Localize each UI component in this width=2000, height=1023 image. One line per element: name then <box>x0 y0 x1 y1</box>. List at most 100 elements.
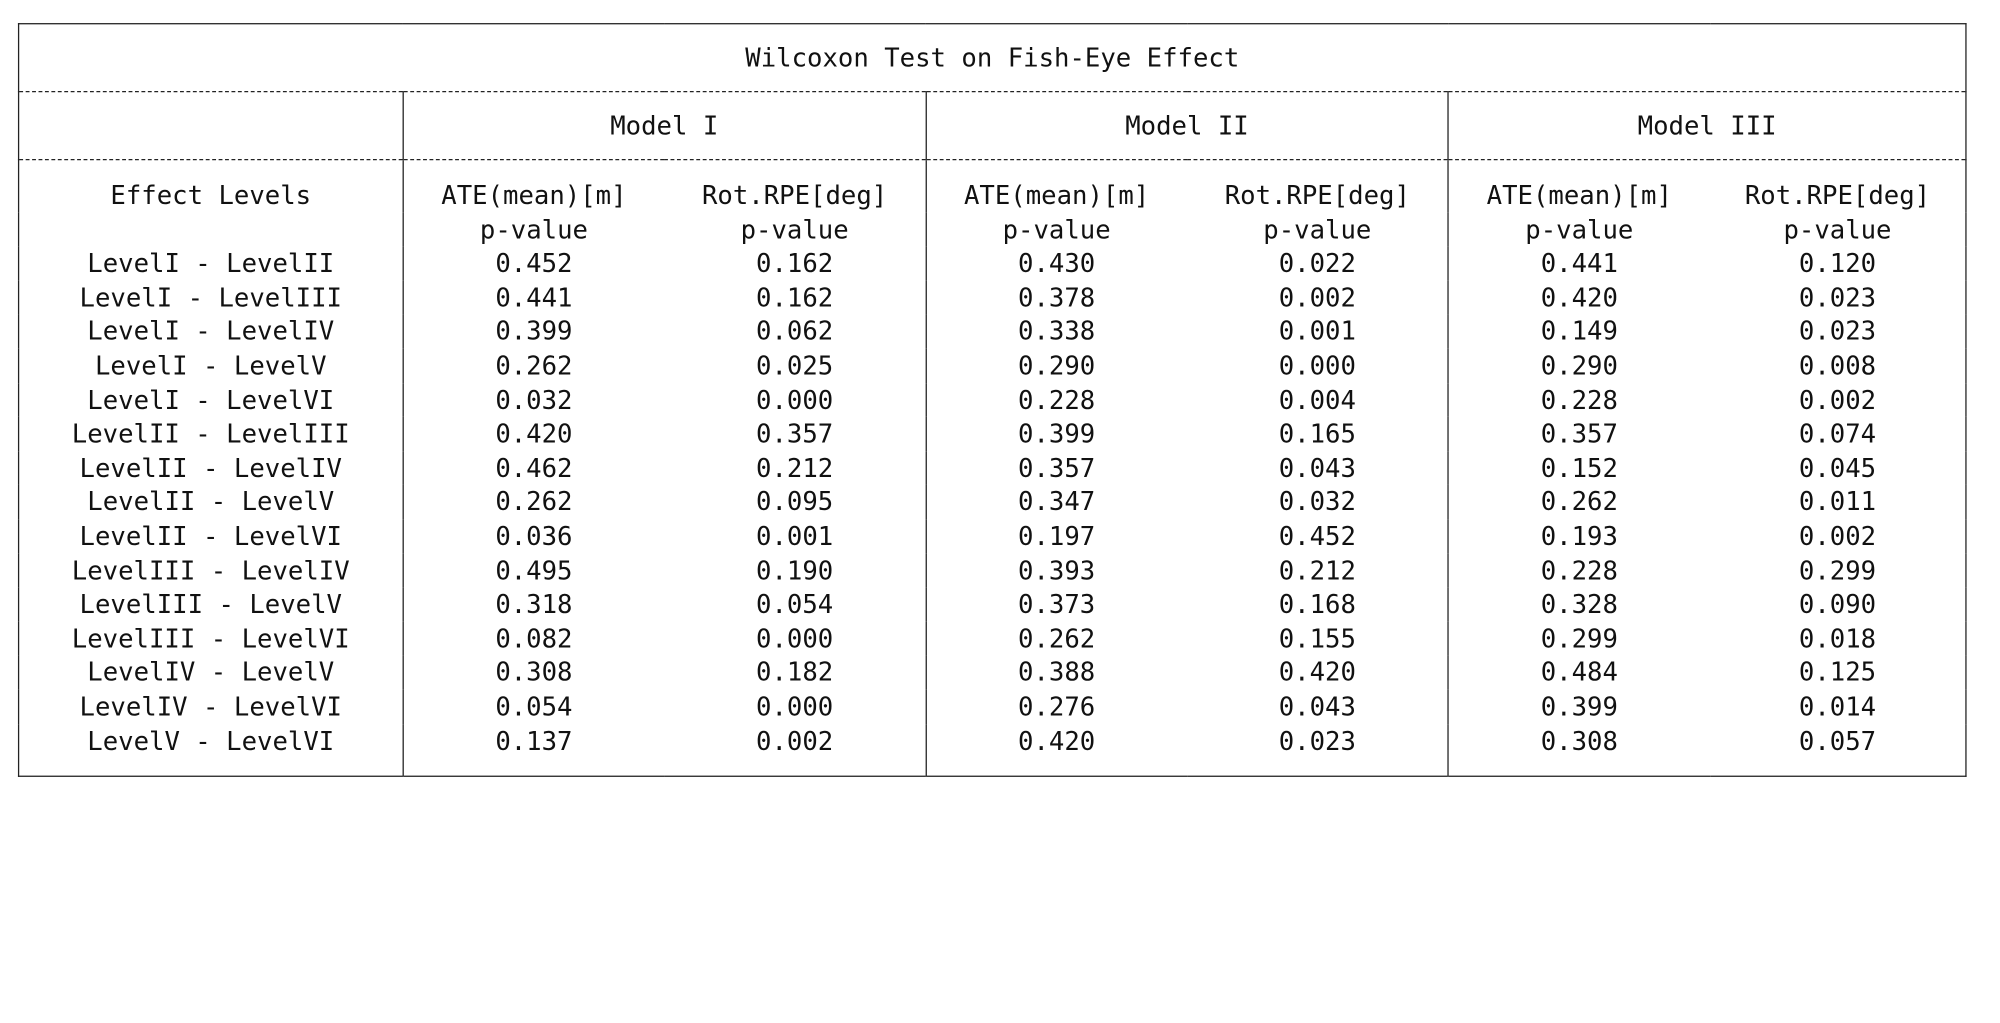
table-row: LevelI - LevelVI 0.032 0.000 0.228 0.004 0.22… <box>19 382 1966 417</box>
title-row: Wilcoxon Test on Fish-Eye Effect <box>19 24 1966 92</box>
table-row: LevelII - LevelVI 0.036 0.001 0.197 0.452 0.1… <box>19 519 1966 554</box>
p-value-cell: 0.347 <box>924 485 1187 520</box>
p-value-cell: 0.054 <box>402 689 665 724</box>
p-value-cell: 0.002 <box>1278 281 1356 313</box>
p-value-cell: 0.023 <box>1798 281 1877 313</box>
p-value-cell: 0.308 <box>402 655 665 690</box>
table-row: LevelV - LevelVI 0.137 0.002 0.420 0.023 0.30… <box>19 723 1966 777</box>
table-row: LevelIII - LevelVI 0.082 0.000 0.262 0.155 0.… <box>19 621 1966 656</box>
p-value-cell: 0.149 <box>1447 314 1710 349</box>
metric-header-ate: ATE(mean)[m] <box>402 158 665 213</box>
p-value-cell: 0.043 <box>1278 452 1356 483</box>
metric-header-rpe: Rot.RPE[deg] <box>1709 158 1966 213</box>
p-value-cell: 0.197 <box>924 519 1187 554</box>
p-value-cell: 0.441 <box>1447 246 1710 281</box>
model-header-1: Model I <box>402 91 926 160</box>
p-value-cell: 0.276 <box>924 689 1187 724</box>
p-value-cell: 0.000 <box>1278 349 1356 381</box>
p-value-cell: 0.212 <box>1278 554 1356 586</box>
p-value-cell: 0.299 <box>1798 554 1877 586</box>
p-value-cell: 0.262 <box>402 348 665 383</box>
row-label: LevelIV - LevelVI <box>79 690 342 722</box>
pvalue-header: p-value <box>1447 212 1710 247</box>
table-row: LevelII - LevelIII 0.420 0.357 0.399 0.165 0.… <box>19 416 1966 451</box>
p-value-cell: 0.090 <box>1798 588 1877 620</box>
row-label: LevelIII - LevelVI <box>71 622 350 654</box>
p-value-cell: 0.000 <box>756 622 834 654</box>
p-value-cell: 0.001 <box>756 520 834 552</box>
row-label: LevelII - LevelIII <box>71 418 350 449</box>
p-value-cell: 0.262 <box>402 485 665 520</box>
p-value-cell: 0.001 <box>1278 315 1356 347</box>
p-value-cell: 0.182 <box>756 656 834 688</box>
p-value-cell: 0.168 <box>1278 588 1356 620</box>
p-value-cell: 0.399 <box>402 314 665 349</box>
pvalue-header: p-value <box>924 212 1187 247</box>
p-value-cell: 0.299 <box>1447 621 1710 656</box>
p-value-cell: 0.420 <box>1447 280 1710 315</box>
table-row: LevelI - LevelII 0.452 0.162 0.430 0.022 0.44… <box>19 246 1966 281</box>
p-value-cell: 0.155 <box>1278 622 1356 654</box>
p-value-cell: 0.193 <box>1447 519 1710 554</box>
p-value-cell: 0.328 <box>1447 587 1710 622</box>
row-label: LevelV - LevelVI <box>87 724 335 756</box>
effect-levels-header: Effect Levels <box>18 158 403 213</box>
p-value-cell: 0.162 <box>756 281 834 313</box>
row-label: LevelII - LevelV <box>87 486 335 518</box>
p-value-cell: 0.002 <box>756 724 834 756</box>
row-label: LevelI - LevelIII <box>79 281 342 313</box>
p-value-cell: 0.420 <box>924 723 1187 777</box>
p-value-cell: 0.014 <box>1798 690 1877 722</box>
p-value-cell: 0.011 <box>1798 486 1877 518</box>
p-value-cell: 0.338 <box>924 314 1187 349</box>
p-value-cell: 0.290 <box>1447 348 1710 383</box>
pvalue-header: p-value <box>740 213 849 245</box>
model-header-2: Model II <box>924 91 1449 160</box>
table-row: LevelII - LevelIV 0.462 0.212 0.357 0.043 0.1… <box>19 450 1966 486</box>
p-value-cell: 0.228 <box>1447 553 1710 588</box>
p-value-cell: 0.018 <box>1798 622 1877 654</box>
p-value-cell: 0.062 <box>756 315 834 347</box>
p-value-cell: 0.023 <box>1798 315 1877 347</box>
table-row: LevelI - LevelIII 0.441 0.162 0.378 0.002 0.4… <box>19 280 1966 315</box>
table-row: LevelII - LevelV 0.262 0.095 0.347 0.032 0.26… <box>19 485 1966 520</box>
row-label: LevelIII - LevelV <box>79 588 342 620</box>
p-value-cell: 0.045 <box>1798 452 1877 483</box>
p-value-cell: 0.452 <box>1278 520 1356 552</box>
p-value-cell: 0.484 <box>1447 655 1710 690</box>
p-value-cell: 0.420 <box>1278 656 1356 688</box>
row-label: LevelII - LevelVI <box>79 520 342 552</box>
p-value-cell: 0.308 <box>1447 723 1710 777</box>
p-value-cell: 0.318 <box>402 587 665 622</box>
row-label: LevelIII - LevelIV <box>71 554 350 586</box>
pvalue-header: p-value <box>402 212 665 247</box>
p-value-cell: 0.430 <box>924 246 1187 281</box>
pvalue-header-row: p-value p-value p-value p-value p-value … <box>19 212 1966 247</box>
p-value-cell: 0.357 <box>924 450 1187 486</box>
p-value-cell: 0.462 <box>402 450 665 486</box>
p-value-cell: 0.228 <box>1447 382 1710 417</box>
table-row: LevelIV - LevelV 0.308 0.182 0.388 0.420 0.48… <box>19 655 1966 690</box>
p-value-cell: 0.120 <box>1798 247 1877 279</box>
model-header-3: Model III <box>1447 91 1966 160</box>
p-value-cell: 0.002 <box>1798 384 1877 415</box>
row-label: LevelI - LevelII <box>87 247 335 279</box>
p-value-cell: 0.190 <box>756 554 834 586</box>
p-value-cell: 0.032 <box>402 382 665 417</box>
p-value-cell: 0.212 <box>756 452 834 483</box>
p-value-cell: 0.152 <box>1447 450 1710 486</box>
p-value-cell: 0.008 <box>1798 349 1877 381</box>
p-value-cell: 0.082 <box>402 621 665 656</box>
row-label: LevelI - LevelVI <box>87 384 335 415</box>
p-value-cell: 0.004 <box>1278 384 1356 415</box>
p-value-cell: 0.162 <box>756 247 834 279</box>
p-value-cell: 0.378 <box>924 280 1187 315</box>
metric-header-rpe: Rot.RPE[deg] <box>1186 158 1449 213</box>
p-value-cell: 0.399 <box>924 416 1187 451</box>
row-label: LevelI - LevelIV <box>87 315 335 347</box>
pvalue-header: p-value <box>1783 213 1892 245</box>
row-label: LevelIV - LevelV <box>87 656 335 688</box>
metric-header-rpe: Rot.RPE[deg] <box>664 158 926 213</box>
p-value-cell: 0.074 <box>1798 418 1877 449</box>
row-label: LevelII - LevelIV <box>79 452 342 483</box>
